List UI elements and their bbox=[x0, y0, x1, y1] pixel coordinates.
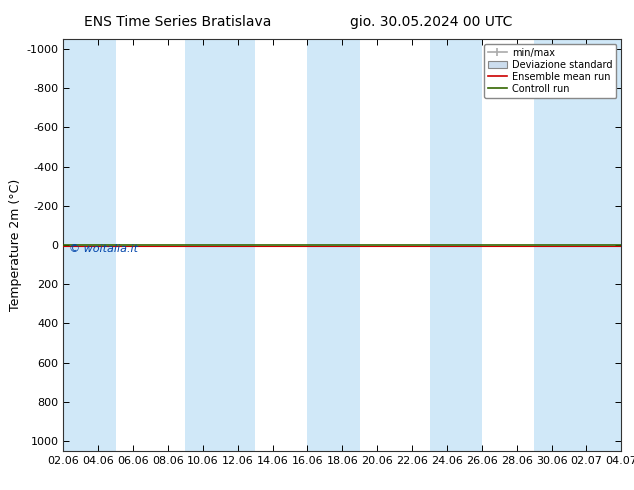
Legend: min/max, Deviazione standard, Ensemble mean run, Controll run: min/max, Deviazione standard, Ensemble m… bbox=[484, 44, 616, 98]
Bar bbox=[534, 39, 634, 451]
Bar bbox=[46, 39, 115, 451]
Bar bbox=[307, 39, 360, 451]
Text: gio. 30.05.2024 00 UTC: gio. 30.05.2024 00 UTC bbox=[350, 15, 512, 29]
Text: ENS Time Series Bratislava: ENS Time Series Bratislava bbox=[84, 15, 271, 29]
Bar bbox=[185, 39, 255, 451]
Text: © woitalia.it: © woitalia.it bbox=[69, 244, 138, 254]
Bar bbox=[429, 39, 482, 451]
Y-axis label: Temperature 2m (°C): Temperature 2m (°C) bbox=[10, 179, 22, 311]
